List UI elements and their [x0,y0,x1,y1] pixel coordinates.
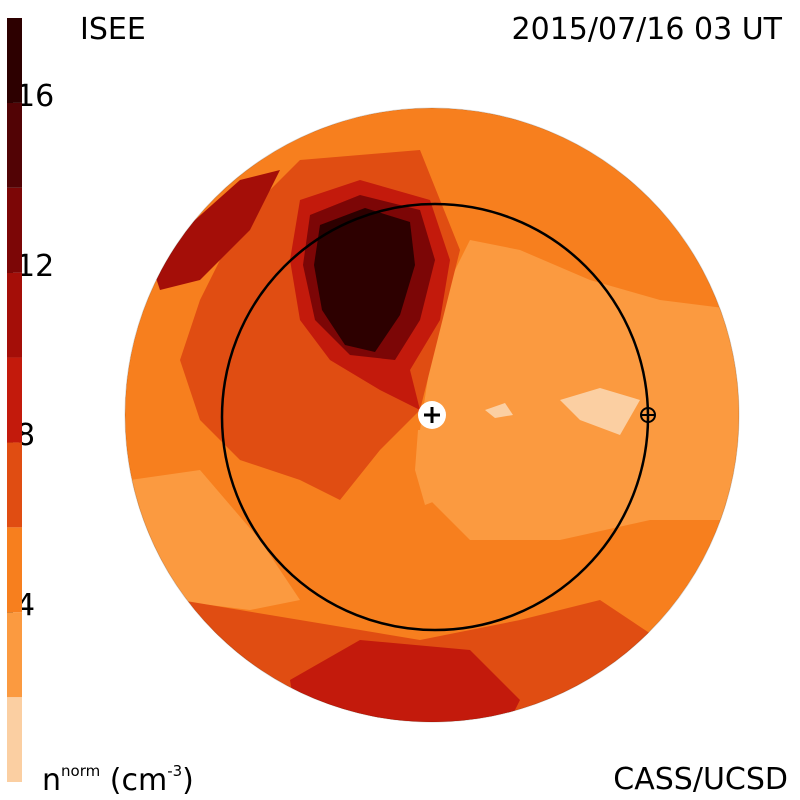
colorbar-level-5 [7,272,22,358]
colorbar-level-8 [7,18,22,103]
high-density-region-northwest [150,170,280,290]
low-density-region-east [420,240,739,540]
credit-label: CASS/UCSD [613,762,788,797]
colorbar-unit-label: nnorm (cm-3) [42,762,194,798]
colorbar-tick-label: 12 [16,248,55,284]
colorbar-level-4 [7,357,22,443]
colorbar-tick-label: 16 [16,78,55,114]
colorbar-level-0 [7,697,22,782]
colorbar-level-2 [7,527,22,613]
colorbar-level-7 [7,102,22,188]
low-density-patch-east [560,388,640,435]
disk-outline [124,107,740,723]
low-density-patch-center [485,403,513,418]
earth-marker-icon [640,407,656,423]
colorbar [7,18,22,782]
chart-title: ISEE [80,12,146,47]
sun-marker-icon [424,407,440,423]
colorbar-level-1 [7,612,22,698]
low-density-patch-south [415,430,440,505]
colorbar-level-6 [7,187,22,273]
colorbar-level-3 [7,442,22,528]
timestamp-label: 2015/07/16 03 UT [511,12,782,47]
dense-region-core [314,208,415,352]
